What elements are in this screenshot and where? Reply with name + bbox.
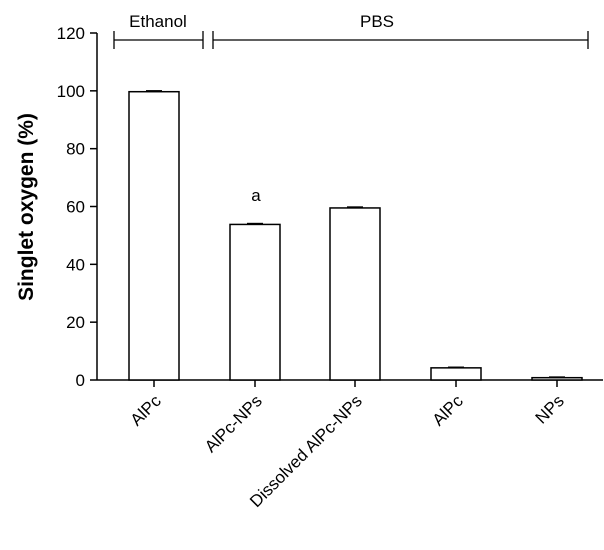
y-tick-label: 0 — [76, 371, 85, 390]
annotation-label: a — [251, 186, 261, 205]
x-tick-label: AlPc — [127, 391, 166, 430]
bar — [531, 376, 583, 381]
x-tick-label: Dissolved AlPc-NPs — [246, 391, 366, 511]
y-tick-label: 20 — [66, 313, 85, 332]
group-label: PBS — [360, 12, 394, 31]
y-ticks: 0 20 40 60 80 100 120 — [57, 24, 97, 390]
x-tick-label: AlPc — [429, 391, 468, 430]
bar — [229, 223, 281, 381]
bars — [128, 90, 583, 381]
bar — [329, 207, 381, 381]
bar — [430, 367, 482, 381]
bar — [128, 90, 180, 381]
y-axis-label: Singlet oxygen (%) — [15, 113, 38, 301]
x-tick-label: NPs — [532, 391, 568, 427]
group-brackets: Ethanol PBS — [113, 12, 589, 49]
y-tick-label: 100 — [57, 82, 85, 101]
annotations: a — [251, 186, 261, 205]
y-tick-label: 80 — [66, 140, 85, 159]
y-tick-label: 60 — [66, 198, 85, 217]
x-tick-label: AlPc-NPs — [201, 391, 266, 456]
y-tick-label: 120 — [57, 24, 85, 43]
group-label: Ethanol — [129, 12, 187, 31]
y-tick-label: 40 — [66, 255, 85, 274]
